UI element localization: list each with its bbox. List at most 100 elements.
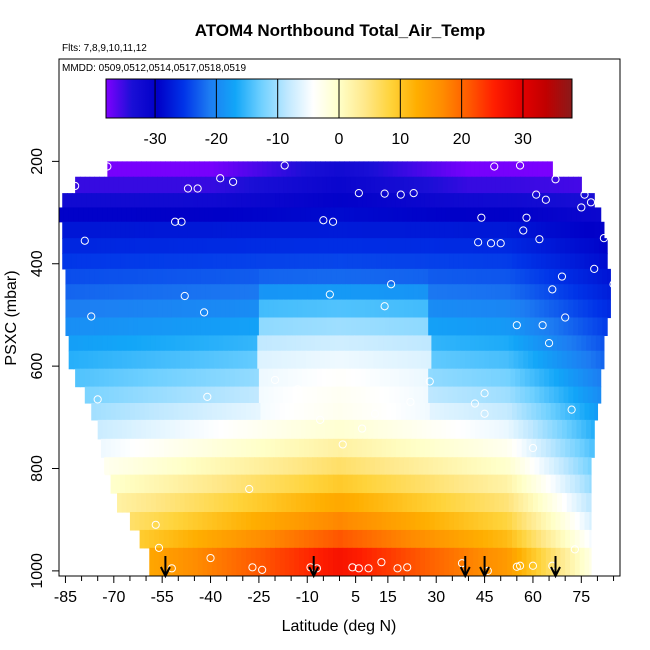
heatmap-cell <box>266 161 273 178</box>
heatmap-cell <box>178 221 184 239</box>
heatmap-cell <box>584 438 590 458</box>
heatmap-cell <box>503 161 510 178</box>
heatmap-cell <box>200 284 207 301</box>
heatmap-cell <box>379 317 386 337</box>
heatmap-cell <box>408 284 415 301</box>
heatmap-cell <box>141 419 147 440</box>
heatmap-cell <box>218 207 225 223</box>
heatmap-cell <box>555 253 561 270</box>
heatmap-cell <box>192 529 199 549</box>
heatmap-cell <box>249 299 255 319</box>
heatmap-cell <box>587 368 594 388</box>
heatmap-cell <box>276 161 283 178</box>
heatmap-cell <box>444 438 450 458</box>
sample-point <box>87 312 96 321</box>
heatmap-cell <box>176 268 183 285</box>
sample-point <box>380 302 389 311</box>
heatmap-cell <box>453 512 460 531</box>
heatmap-cell <box>146 419 152 440</box>
heatmap-cell <box>342 512 349 531</box>
heatmap-cell <box>312 457 318 476</box>
heatmap-cell <box>331 268 337 285</box>
heatmap-cell <box>160 419 166 440</box>
heatmap-cell <box>350 299 357 319</box>
heatmap-cell <box>266 419 273 440</box>
heatmap-cell <box>392 350 399 370</box>
heatmap-cell <box>570 402 576 421</box>
heatmap-cell <box>255 438 262 458</box>
heatmap-cell <box>552 335 558 352</box>
heatmap-cell <box>482 193 489 209</box>
heatmap-cell <box>468 547 474 576</box>
heatmap-cell <box>590 350 597 370</box>
heatmap-cell <box>100 253 107 270</box>
heatmap-cell <box>158 438 165 458</box>
heatmap-cell <box>316 386 323 404</box>
heatmap-cell <box>168 438 175 458</box>
heatmap-cell <box>247 493 254 513</box>
heatmap-cell <box>507 253 513 270</box>
heatmap-cell <box>342 474 349 494</box>
heatmap-cell <box>75 284 81 301</box>
heatmap-cell <box>133 176 139 194</box>
heatmap-cell <box>413 284 420 301</box>
heatmap-cell <box>323 512 329 531</box>
heatmap-cell <box>479 350 486 370</box>
heatmap-cell <box>225 284 231 301</box>
heatmap-cell <box>65 268 71 285</box>
heatmap-cell <box>534 268 540 285</box>
heatmap-cell <box>65 284 71 301</box>
heatmap-cell <box>455 493 462 513</box>
heatmap-cell <box>226 221 233 239</box>
heatmap-cell <box>392 207 399 223</box>
heatmap-cell <box>571 493 578 513</box>
heatmap-cell <box>487 238 494 255</box>
heatmap-cell <box>336 268 342 285</box>
heatmap-cell <box>284 512 291 531</box>
heatmap-cell <box>545 474 552 494</box>
sample-point <box>270 375 280 385</box>
heatmap-cell <box>123 268 129 285</box>
heatmap-cell <box>429 474 436 494</box>
heatmap-cell <box>192 402 199 421</box>
heatmap-cell <box>204 335 210 352</box>
heatmap-cell <box>99 317 105 337</box>
heatmap-cell <box>292 299 299 319</box>
heatmap-cell <box>73 335 79 352</box>
heatmap-cell <box>552 207 558 223</box>
heatmap-cell <box>213 207 220 223</box>
heatmap-cell <box>424 238 431 255</box>
heatmap-cell <box>484 350 491 370</box>
heatmap-cell <box>154 221 160 239</box>
heatmap-cell <box>260 238 266 255</box>
heatmap-cell <box>550 529 557 549</box>
heatmap-cell <box>433 176 439 194</box>
heatmap-cell <box>541 529 547 549</box>
heatmap-cell <box>134 253 141 270</box>
heatmap-cell <box>561 335 568 352</box>
heatmap-cell <box>255 547 262 576</box>
heatmap-cell <box>358 161 365 178</box>
heatmap-cell <box>97 207 104 223</box>
heatmap-cell <box>473 512 479 531</box>
heatmap-cell <box>173 512 179 531</box>
heatmap-cell <box>526 474 532 494</box>
heatmap-cell <box>333 547 339 576</box>
heatmap-cell <box>250 238 257 255</box>
heatmap-cell <box>142 368 149 388</box>
heatmap-cell <box>189 350 196 370</box>
heatmap-cell <box>460 161 466 178</box>
heatmap-cell <box>275 221 281 239</box>
heatmap-cell <box>315 350 321 370</box>
heatmap-cell <box>305 350 312 370</box>
heatmap-cell <box>381 253 387 270</box>
heatmap-cell <box>436 335 442 352</box>
heatmap-cell <box>216 221 223 239</box>
heatmap-cell <box>444 221 450 239</box>
heatmap-cell <box>487 474 494 494</box>
heatmap-cell <box>358 493 365 513</box>
heatmap-cell <box>513 350 520 370</box>
heatmap-cell <box>345 386 352 404</box>
heatmap-cell <box>268 457 275 476</box>
heatmap-cell <box>65 317 71 337</box>
